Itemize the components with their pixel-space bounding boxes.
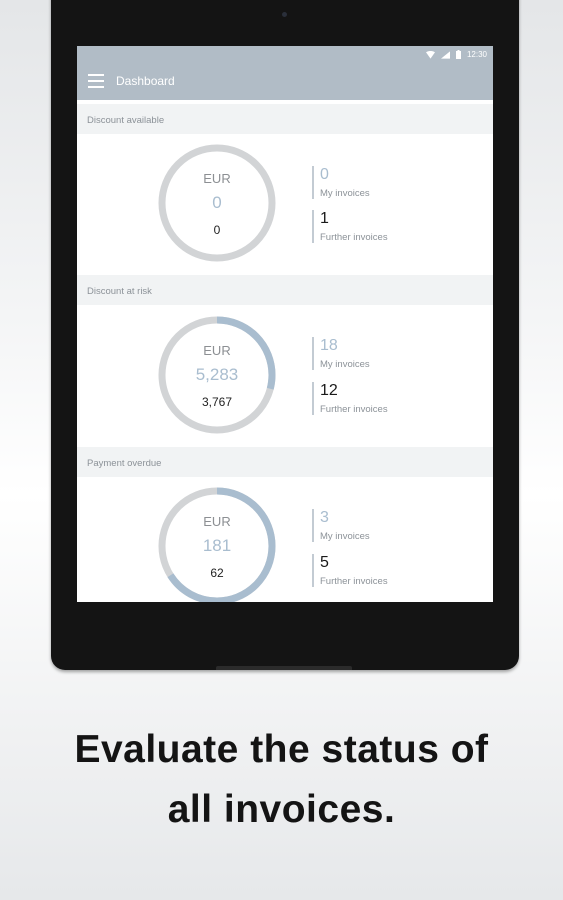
currency-label: EUR [203, 171, 231, 186]
donut-payment-overdue[interactable]: EUR 181 62 [157, 486, 277, 602]
my-invoices-label: My invoices [320, 188, 370, 199]
sub-amount-value: 62 [210, 566, 224, 580]
status-bar: 12:30 [425, 50, 487, 59]
my-invoices-label: My invoices [320, 359, 370, 370]
further-invoices-label: Further invoices [320, 404, 388, 415]
currency-label: EUR [203, 343, 231, 358]
section-header-discount-at-risk: Discount at risk [77, 275, 493, 305]
stat-divider [312, 382, 314, 415]
donut-ring-icon [158, 316, 276, 434]
further-invoices-label: Further invoices [320, 576, 388, 587]
donut-discount-at-risk[interactable]: EUR 5,283 3,767 [157, 315, 277, 435]
currency-label: EUR [203, 514, 231, 529]
amount-value: 0 [212, 193, 222, 212]
my-invoices-count: 3 [320, 509, 329, 526]
donut-ring-icon [158, 144, 276, 262]
section-title: Discount available [87, 115, 165, 126]
stat-divider [312, 337, 314, 370]
donut-discount-available[interactable]: EUR 0 0 [157, 143, 277, 263]
page-title: Dashboard [116, 74, 175, 88]
battery-icon [455, 50, 461, 59]
section-header-payment-overdue: Payment overdue [77, 447, 493, 477]
amount-value: 5,283 [195, 365, 239, 384]
further-invoices-count: 1 [320, 210, 329, 227]
stat-divider [312, 509, 314, 542]
caption-line-2: all invoices. [167, 788, 396, 831]
wifi-icon [425, 50, 435, 59]
front-camera [282, 12, 287, 17]
caption-line-1: Evaluate the status of [74, 728, 489, 771]
further-invoices-count: 12 [320, 382, 338, 399]
further-invoices-label: Further invoices [320, 232, 388, 243]
stat-divider [312, 554, 314, 587]
further-invoices-count: 5 [320, 554, 329, 571]
hamburger-menu-icon[interactable] [88, 74, 104, 88]
sub-amount-value: 3,767 [201, 395, 233, 409]
stat-divider [312, 166, 314, 199]
status-time: 12:30 [466, 50, 487, 59]
section-header-discount-available: Discount available [77, 104, 493, 134]
section-title: Discount at risk [87, 286, 152, 297]
signal-icon [440, 50, 450, 59]
app-screen: 12:30 Dashboard Discount available EUR 0… [77, 46, 493, 602]
sub-amount-value: 0 [213, 223, 221, 237]
section-title: Payment overdue [87, 458, 162, 469]
stat-divider [312, 210, 314, 243]
my-invoices-count: 18 [320, 337, 338, 354]
my-invoices-label: My invoices [320, 531, 370, 542]
device-bottom-edge [216, 666, 352, 670]
amount-value: 181 [202, 536, 232, 555]
my-invoices-count: 0 [320, 166, 329, 183]
donut-ring-icon [158, 487, 276, 602]
app-bar: 12:30 Dashboard [77, 46, 493, 100]
